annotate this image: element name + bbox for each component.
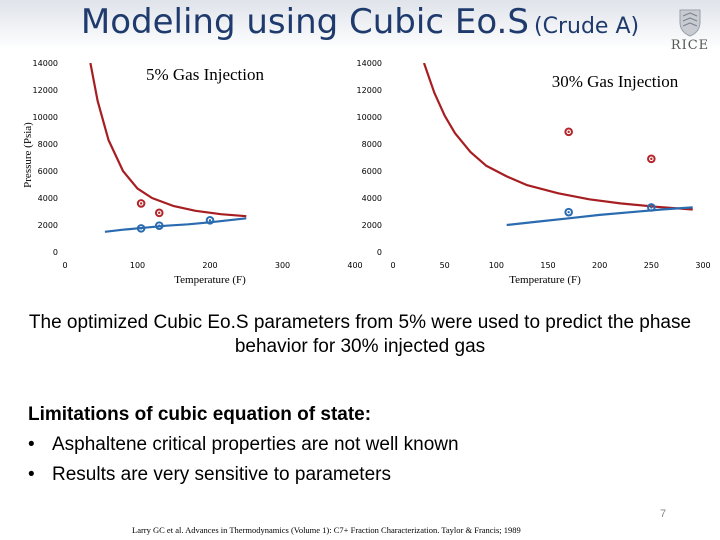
x-tick-label: 300 bbox=[275, 261, 290, 270]
x-tick-label: 50 bbox=[440, 261, 450, 270]
x-tick-label: 100 bbox=[489, 261, 504, 270]
logo-text: RICE bbox=[670, 38, 710, 53]
x-axis-label: Temperature (F) bbox=[174, 274, 246, 286]
y-tick-label: 14000 bbox=[357, 59, 382, 68]
x-tick-label: 400 bbox=[347, 261, 362, 270]
data-point bbox=[154, 221, 164, 230]
model-lower-curve bbox=[506, 206, 693, 227]
y-tick-label: 0 bbox=[377, 248, 382, 257]
slide-title-sub: (Crude A) bbox=[534, 14, 640, 39]
limitations-block: Limitations of cubic equation of state: … bbox=[28, 400, 459, 490]
caption-text: The optimized Cubic Eo.S parameters from… bbox=[28, 312, 692, 357]
page-number: 7 bbox=[660, 508, 667, 520]
limitations-heading: Limitations of cubic equation of state: bbox=[28, 404, 372, 425]
x-tick-label: 250 bbox=[644, 261, 659, 270]
model-lower-curve bbox=[104, 217, 247, 233]
data-point-ring bbox=[136, 199, 146, 208]
chart-title: 30% Gas Injection bbox=[552, 72, 679, 91]
data-point-ring bbox=[647, 203, 656, 212]
limitation-item: • Results are very sensitive to parameter… bbox=[28, 460, 459, 490]
data-point-center bbox=[158, 224, 161, 227]
data-point bbox=[647, 154, 656, 164]
limitation-text: Asphaltene critical properties are not w… bbox=[52, 434, 459, 455]
x-tick-label: 200 bbox=[202, 261, 217, 270]
x-tick-label: 0 bbox=[62, 261, 67, 270]
slide-title: Modeling using Cubic Eo.S (Crude A) bbox=[0, 2, 720, 42]
charts-area: 5% Gas Injection020004000600080001000012… bbox=[22, 59, 711, 286]
x-tick-label: 150 bbox=[540, 261, 555, 270]
data-point-center bbox=[650, 157, 653, 161]
data-point bbox=[564, 207, 573, 217]
data-point-center bbox=[208, 219, 212, 222]
data-point-center bbox=[567, 130, 570, 134]
data-point-center bbox=[158, 211, 161, 215]
y-tick-label: 10000 bbox=[33, 113, 58, 122]
chart-30-percent: 30% Gas Injection02000400060008000100001… bbox=[357, 59, 711, 286]
y-tick-label: 6000 bbox=[362, 167, 382, 176]
y-tick-label: 4000 bbox=[362, 194, 382, 203]
data-point-center bbox=[650, 206, 653, 209]
y-tick-label: 12000 bbox=[33, 86, 58, 95]
data-point bbox=[136, 224, 146, 233]
model-upper-curve bbox=[89, 63, 247, 218]
y-tick-label: 8000 bbox=[38, 140, 58, 149]
data-point bbox=[136, 199, 146, 208]
data-point bbox=[564, 127, 573, 137]
data-point-ring bbox=[154, 208, 164, 218]
data-point-ring bbox=[205, 215, 215, 225]
slide-title-main: Modeling using Cubic Eo.S bbox=[80, 2, 529, 42]
rice-logo: RICE bbox=[668, 8, 712, 53]
data-point-ring bbox=[564, 207, 573, 217]
chart-5-percent: 5% Gas Injection020004000600080001000012… bbox=[22, 59, 363, 286]
x-axis-label: Temperature (F) bbox=[509, 274, 581, 286]
x-tick-label: 200 bbox=[592, 261, 607, 270]
y-tick-label: 0 bbox=[53, 248, 58, 257]
rice-shield-icon bbox=[679, 9, 701, 37]
data-point-center bbox=[139, 202, 143, 205]
bullet-icon: • bbox=[28, 434, 35, 455]
x-tick-label: 300 bbox=[695, 261, 710, 270]
data-point bbox=[205, 215, 215, 225]
y-tick-label: 6000 bbox=[38, 167, 58, 176]
chart-title: 5% Gas Injection bbox=[146, 65, 265, 84]
limitation-text: Results are very sensitive to parameters bbox=[52, 464, 391, 485]
y-axis-label: Pressure (Psia) bbox=[22, 122, 34, 188]
data-point-center bbox=[139, 227, 143, 230]
data-point bbox=[647, 203, 656, 212]
y-tick-label: 2000 bbox=[362, 221, 382, 230]
data-point-center bbox=[567, 210, 570, 214]
data-point-ring bbox=[154, 221, 164, 230]
y-tick-label: 10000 bbox=[357, 113, 382, 122]
reference-citation: Larry GC et al. Advances in Thermodynami… bbox=[132, 525, 521, 535]
y-tick-label: 2000 bbox=[38, 221, 58, 230]
data-point-ring bbox=[564, 127, 573, 137]
data-point-ring bbox=[647, 154, 656, 164]
data-point bbox=[154, 208, 164, 218]
bullet-icon: • bbox=[28, 464, 35, 485]
header-band bbox=[0, 0, 720, 50]
y-tick-label: 8000 bbox=[362, 140, 382, 149]
data-point-ring bbox=[136, 224, 146, 233]
y-tick-label: 4000 bbox=[38, 194, 58, 203]
limitation-item: • Asphaltene critical properties are not … bbox=[28, 430, 459, 460]
y-tick-label: 14000 bbox=[33, 59, 58, 68]
model-upper-curve bbox=[422, 63, 693, 211]
x-tick-label: 100 bbox=[130, 261, 145, 270]
y-tick-label: 12000 bbox=[357, 86, 382, 95]
x-tick-label: 0 bbox=[390, 261, 395, 270]
